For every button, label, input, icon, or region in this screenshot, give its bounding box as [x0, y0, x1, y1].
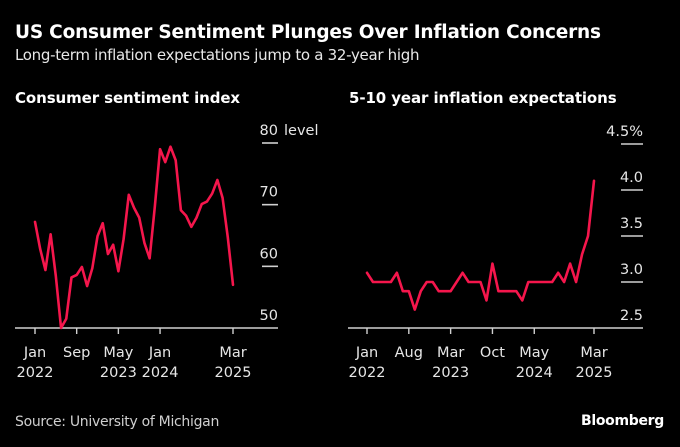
- inflation-x-tick-label: Jan: [355, 345, 378, 361]
- inflation-x-tick-label: May: [519, 345, 549, 361]
- bloomberg-logo: Bloomberg: [580, 413, 664, 429]
- sentiment-chart-title: Consumer sentiment index: [15, 89, 240, 107]
- sentiment-y-tick-label: 80: [260, 123, 278, 139]
- inflation-x-tick-label: Aug: [395, 345, 423, 361]
- sentiment-y-unit-label: level: [284, 123, 318, 139]
- inflation-y-tick-label: 3.0: [620, 262, 643, 278]
- sentiment-x-tick-label: Jan: [23, 345, 46, 361]
- inflation-x-tick-label: Mar: [580, 345, 607, 361]
- inflation-series-line: [365, 179, 596, 311]
- chart-subheadline: Long-term inflation expectations jump to…: [15, 46, 420, 64]
- sentiment-x-tick-label: Mar: [219, 345, 246, 361]
- inflation-y-tick-label: 4.5%: [606, 124, 643, 140]
- inflation-x-tick-label: Mar: [437, 345, 464, 361]
- sentiment-y-tick-label: 70: [260, 185, 278, 201]
- sentiment-x-tick-year-label: 2022: [17, 365, 54, 381]
- sentiment-x-tick-year-label: 2023: [100, 365, 137, 381]
- inflation-x-tick-year-label: 2024: [516, 365, 553, 381]
- source-note: Source: University of Michigan: [15, 414, 220, 430]
- sentiment-y-tick-label: 50: [260, 308, 278, 324]
- inflation-y-tick-label: 3.5: [620, 216, 643, 232]
- sentiment-x-tick-year-label: 2025: [215, 365, 252, 381]
- inflation-x-tick-year-label: 2022: [349, 365, 386, 381]
- sentiment-y-tick-label: 60: [260, 246, 278, 262]
- sentiment-x-tick-label: Sep: [63, 345, 90, 361]
- inflation-y-tick-label: 2.5: [620, 308, 643, 324]
- inflation-chart-title: 5-10 year inflation expectations: [349, 89, 617, 107]
- sentiment-series-line: [33, 145, 235, 330]
- inflation-x-tick-year-label: 2025: [576, 365, 613, 381]
- inflation-x-tick-label: Oct: [480, 345, 505, 361]
- sentiment-x-tick-year-label: 2024: [142, 365, 179, 381]
- inflation-x-tick-year-label: 2023: [432, 365, 469, 381]
- sentiment-x-tick-label: Jan: [148, 345, 171, 361]
- inflation-y-tick-label: 4.0: [620, 170, 643, 186]
- sentiment-x-tick-label: May: [103, 345, 133, 361]
- chart-headline: US Consumer Sentiment Plunges Over Infla…: [15, 22, 601, 43]
